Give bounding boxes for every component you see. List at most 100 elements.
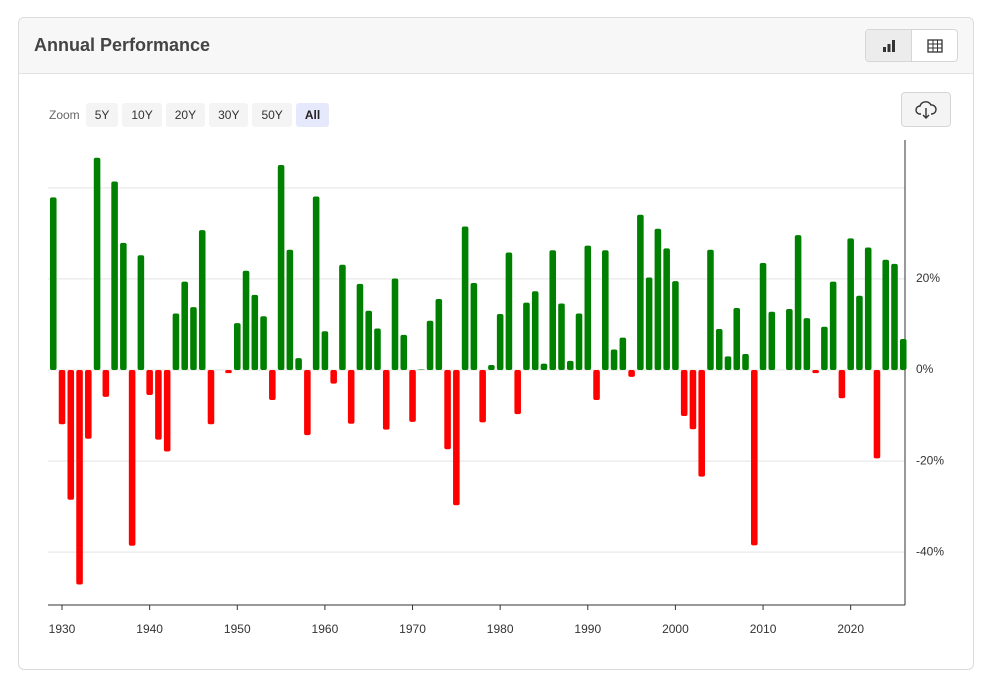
- bar: [49, 197, 57, 370]
- bar: [715, 329, 723, 370]
- bar: [304, 369, 311, 436]
- y-tick-label: -20%: [916, 453, 944, 467]
- bar: [856, 295, 863, 370]
- x-tick-label: 1940: [136, 622, 163, 636]
- bar: [505, 252, 513, 370]
- bar: [663, 248, 670, 370]
- bar: [233, 323, 241, 370]
- bar: [558, 303, 565, 370]
- zoom-button[interactable]: 20Y: [165, 103, 206, 127]
- zoom-button[interactable]: 5Y: [85, 103, 119, 127]
- x-tick-label: 1960: [312, 622, 339, 636]
- bar: [882, 259, 890, 370]
- bar: [496, 313, 504, 370]
- bar: [85, 369, 92, 439]
- bar: [347, 369, 355, 424]
- bar: [260, 316, 267, 370]
- bar: [786, 308, 793, 370]
- bar: [899, 339, 907, 370]
- x-tick-label: 1950: [224, 622, 251, 636]
- bar: [155, 369, 162, 440]
- bar: [321, 331, 329, 370]
- bar: [76, 369, 83, 585]
- x-tick-label: 1930: [49, 622, 76, 636]
- bar: [461, 226, 469, 370]
- bar: [409, 369, 416, 422]
- x-tick-label: 2020: [837, 622, 864, 636]
- bar: [365, 310, 373, 370]
- bar: [847, 238, 854, 370]
- bar: [698, 369, 705, 477]
- x-tick-label: 1990: [574, 622, 601, 636]
- bar: [628, 369, 635, 377]
- bar: [286, 249, 294, 370]
- bar: [768, 311, 776, 370]
- bar: [566, 360, 574, 370]
- bar: [128, 369, 136, 546]
- bar: [821, 326, 828, 370]
- zoom-button[interactable]: 50Y: [252, 103, 292, 127]
- bar: [531, 291, 539, 370]
- bar: [251, 294, 259, 370]
- bar: [479, 369, 486, 423]
- bar: [891, 263, 898, 370]
- zoom-button[interactable]: 30Y: [209, 103, 249, 127]
- bar: [67, 369, 75, 500]
- bar: [610, 349, 618, 370]
- bar: [619, 337, 627, 370]
- bar: [426, 320, 434, 370]
- card-title: Annual Performance: [34, 35, 211, 55]
- bar: [181, 281, 188, 370]
- bar: [225, 369, 232, 374]
- bar: [435, 298, 443, 370]
- bar: [356, 283, 364, 370]
- bar: [111, 181, 118, 370]
- table-view-button[interactable]: [912, 30, 957, 61]
- bar: [400, 334, 408, 370]
- bar: [637, 214, 644, 370]
- x-tick-label: 2000: [662, 622, 689, 636]
- bar: [707, 249, 714, 370]
- bar: [602, 250, 609, 370]
- bar: [759, 262, 767, 370]
- bar: [146, 369, 153, 396]
- bar: [645, 277, 653, 370]
- chart-icon: [882, 39, 895, 52]
- bar: [864, 247, 872, 370]
- bar: [207, 369, 215, 425]
- bar: [453, 369, 460, 506]
- bar: [750, 369, 758, 546]
- bar: [470, 283, 478, 370]
- zoom-button[interactable]: All: [295, 103, 330, 127]
- view-toggle: [865, 29, 958, 62]
- card-header: Annual Performance: [19, 18, 973, 74]
- bar: [137, 255, 145, 370]
- bar: [838, 369, 846, 399]
- bar: [93, 157, 101, 370]
- bar: [540, 363, 548, 370]
- bar: [803, 318, 811, 370]
- zoom-bar: Zoom 5Y 10Y 20Y 30Y 50Y All: [49, 103, 333, 127]
- bar: [654, 228, 662, 370]
- download-button[interactable]: [901, 92, 951, 127]
- bar: [829, 281, 837, 370]
- bar: [733, 308, 741, 370]
- bar: [488, 364, 495, 370]
- bar: [794, 235, 802, 370]
- bar: [444, 369, 451, 450]
- bar: [391, 278, 399, 370]
- bar: [575, 313, 583, 370]
- bar: [172, 313, 180, 370]
- bar: [742, 354, 749, 370]
- bar: [295, 358, 302, 370]
- download-icon: [915, 100, 937, 119]
- x-tick-label: 1980: [487, 622, 514, 636]
- chart-view-button[interactable]: [866, 30, 912, 61]
- bar: [873, 369, 881, 459]
- bar: [593, 369, 600, 401]
- bar: [242, 270, 250, 370]
- card: Annual Performance Zoom 5Y 10Y 20Y 30Y 50Y Al…: [18, 17, 974, 670]
- zoom-button[interactable]: 10Y: [122, 103, 162, 127]
- y-tick-label: 0%: [916, 362, 934, 376]
